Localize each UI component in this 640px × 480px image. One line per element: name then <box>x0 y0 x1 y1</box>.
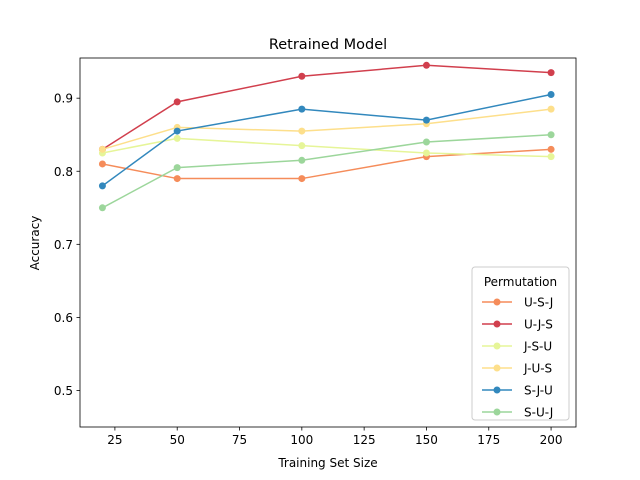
data-point-J-S-U-50 <box>173 134 181 142</box>
x-tick-label: 200 <box>540 433 563 447</box>
x-axis-label: Training Set Size <box>277 456 377 470</box>
legend-entry-J-U-S: J-U-S <box>482 362 552 376</box>
data-point-U-J-S-50 <box>173 98 181 106</box>
x-axis: 25 50 75 100 125 150 175 200 <box>107 427 563 447</box>
legend-swatch-marker <box>493 364 501 372</box>
data-point-U-S-J-20 <box>98 160 106 168</box>
legend-title: Permutation <box>484 275 557 289</box>
y-tick-label: 0.8 <box>54 165 73 179</box>
legend-entry-S-J-U: S-J-U <box>482 384 553 398</box>
y-axis: 0.5 0.6 0.7 0.8 0.9 <box>54 92 80 398</box>
x-tick-label: 150 <box>415 433 438 447</box>
legend-label: S-U-J <box>524 406 553 420</box>
axes-frame <box>79 57 577 428</box>
data-point-J-S-U-150 <box>422 149 430 157</box>
data-point-S-U-J-50 <box>173 164 181 172</box>
legend-swatch-marker <box>493 342 501 350</box>
data-point-S-J-U-50 <box>173 127 181 135</box>
legend-label: U-J-S <box>524 318 553 332</box>
data-point-S-J-U-150 <box>422 116 430 124</box>
legend-entry-S-U-J: S-U-J <box>482 406 553 420</box>
legend-swatch-marker <box>493 298 501 306</box>
legend-entry-J-S-U: J-S-U <box>482 340 552 354</box>
y-tick-label: 0.6 <box>54 311 73 325</box>
data-point-J-U-S-20 <box>98 145 106 153</box>
series-S-U-J <box>98 131 555 212</box>
y-axis-label: Accuracy <box>28 216 42 271</box>
legend: Permutation U-S-J U-J-S J-S-U J-U-S S-J-U S-U-… <box>471 266 570 421</box>
legend-label: S-J-U <box>524 384 553 398</box>
series-U-S-J <box>98 145 555 183</box>
data-point-J-U-S-200 <box>547 105 555 113</box>
data-point-U-S-J-200 <box>547 145 555 153</box>
data-point-U-J-S-150 <box>422 61 430 69</box>
data-point-S-J-U-200 <box>547 91 555 99</box>
x-tick-label: 175 <box>477 433 500 447</box>
data-point-S-U-J-150 <box>422 138 430 146</box>
chart-title: Retrained Model <box>269 37 387 53</box>
data-point-U-S-J-50 <box>173 175 181 183</box>
series-J-U-S <box>98 105 555 153</box>
series-S-J-U <box>98 91 555 190</box>
series-line-S-U-J <box>102 133 552 209</box>
data-point-S-U-J-20 <box>98 204 106 212</box>
legend-box <box>471 266 570 421</box>
y-tick-label: 0.7 <box>54 238 73 252</box>
x-tick-label: 25 <box>107 433 122 447</box>
data-point-U-J-S-200 <box>547 69 555 77</box>
series-line-J-U-S <box>102 108 552 151</box>
legend-label: U-S-J <box>524 296 553 310</box>
data-point-S-J-U-20 <box>98 182 106 190</box>
x-tick-label: 125 <box>353 433 376 447</box>
x-tick-label: 50 <box>170 433 185 447</box>
y-tick-label: 0.5 <box>54 384 73 398</box>
legend-entry-U-J-S: U-J-S <box>482 318 553 332</box>
series-line-U-S-J <box>102 148 552 180</box>
legend-label: J-S-U <box>523 340 552 354</box>
x-tick-label: 75 <box>232 433 247 447</box>
data-point-J-S-U-200 <box>547 153 555 161</box>
legend-swatch-marker <box>493 408 501 416</box>
data-point-J-S-U-100 <box>298 142 306 150</box>
legend-label: J-U-S <box>523 362 552 376</box>
data-point-J-U-S-100 <box>298 127 306 135</box>
data-point-U-J-S-100 <box>298 72 306 80</box>
x-tick-label: 100 <box>290 433 313 447</box>
legend-entry-U-S-J: U-S-J <box>482 296 553 310</box>
plot-area <box>79 57 577 428</box>
legend-swatch-marker <box>493 320 501 328</box>
data-point-S-U-J-200 <box>547 131 555 139</box>
legend-swatch-marker <box>493 386 501 394</box>
y-tick-label: 0.9 <box>54 92 73 106</box>
data-point-U-S-J-100 <box>298 175 306 183</box>
data-point-S-J-U-100 <box>298 105 306 113</box>
data-point-S-U-J-100 <box>298 156 306 164</box>
